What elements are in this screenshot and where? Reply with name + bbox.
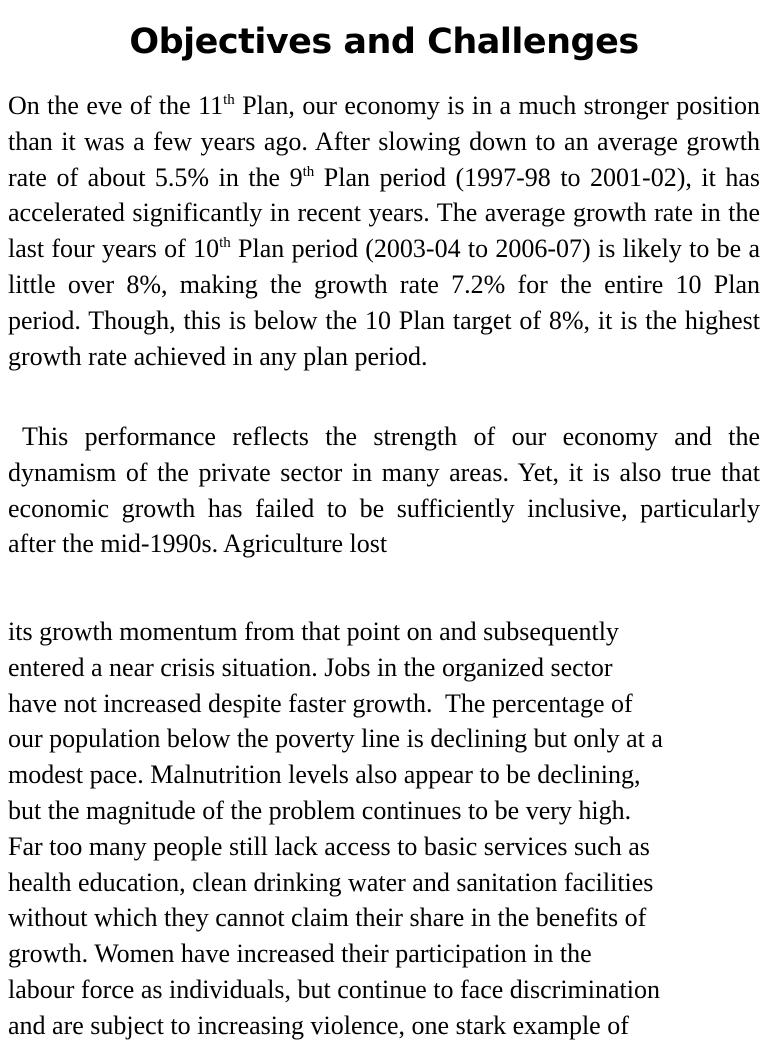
text-line: our population below the poverty line is… bbox=[8, 724, 663, 754]
text-run: Plan period (2003-04 to 2006-07) is like… bbox=[8, 234, 761, 371]
continuation: its growth momentum from that point on a… bbox=[8, 614, 760, 1044]
text-line: without which they cannot claim their sh… bbox=[8, 903, 647, 933]
text-line: but the magnitude of the problem continu… bbox=[8, 795, 632, 825]
paragraph: This performance reflects the strength o… bbox=[8, 419, 760, 562]
text-line: and are subject to increasing violence, … bbox=[8, 1010, 629, 1040]
text-line: its growth momentum from that point on a… bbox=[8, 617, 619, 646]
text-line: modest pace. Malnutrition levels also ap… bbox=[8, 760, 641, 790]
text-run: Plan, our economy is in a much stronger … bbox=[8, 91, 761, 192]
text-line: Far too many people still lack access to… bbox=[8, 831, 650, 861]
superscript: th bbox=[219, 235, 231, 252]
text-line: have not increased despite faster growth… bbox=[8, 688, 633, 718]
text-line: labour force as individuals, but continu… bbox=[8, 974, 660, 1004]
paragraph: On the eve of the 11th Plan, our economy… bbox=[8, 88, 760, 374]
superscript: th bbox=[302, 163, 315, 180]
title: Objectives and Challenges bbox=[129, 22, 639, 62]
text-run: Plan period (1997-98 to 2001-02), it has… bbox=[8, 162, 761, 264]
text-line: health education, clean drinking water a… bbox=[8, 867, 654, 897]
text-line: entered a near crisis situation. Jobs in… bbox=[8, 652, 613, 682]
text-run: On the eve of the 11 bbox=[8, 91, 224, 120]
text-run: This performance reflects the strength o… bbox=[8, 422, 760, 559]
text-line: growth. Women have increased their parti… bbox=[8, 939, 592, 969]
superscript: th bbox=[223, 92, 235, 108]
